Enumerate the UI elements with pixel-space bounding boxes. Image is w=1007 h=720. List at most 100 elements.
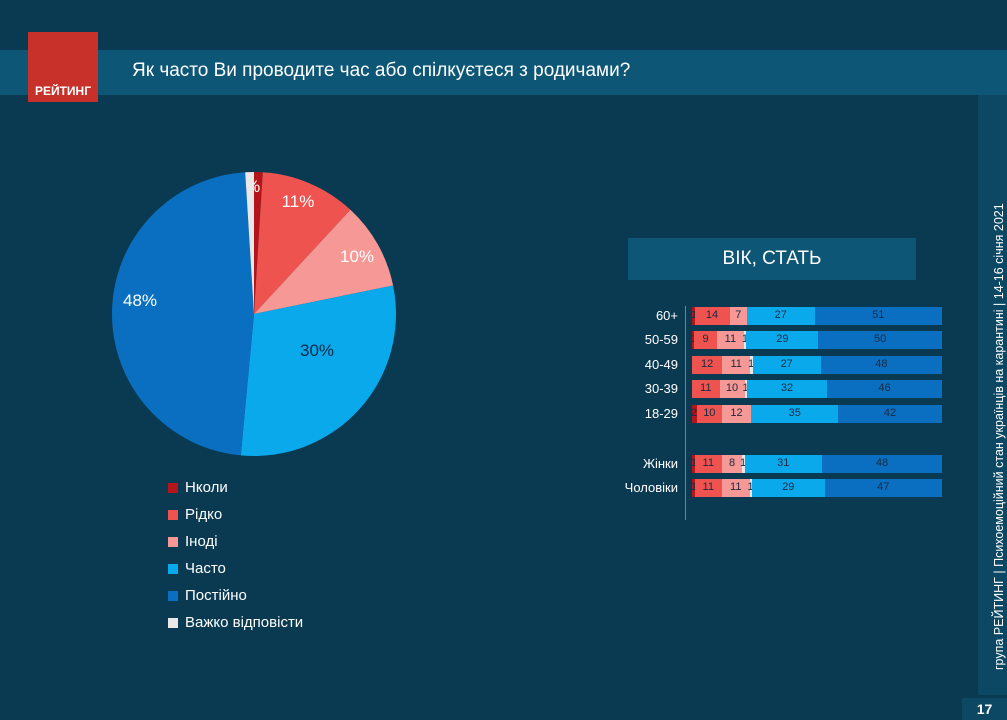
bar-value-label: 11 — [702, 481, 714, 493]
bar-value-label: 10 — [703, 407, 716, 419]
pie-slice — [254, 172, 263, 314]
legend-swatch — [168, 590, 178, 601]
bar-value-label: 11 — [730, 481, 742, 493]
bar-segment — [814, 307, 942, 325]
bar-value-label: 50 — [873, 333, 887, 345]
pie-label: 30% — [300, 341, 334, 360]
pie-label: 10% — [340, 247, 374, 266]
pie-slice — [240, 285, 396, 456]
legend-label: Нколи — [185, 479, 228, 496]
bar-value-label: 7 — [735, 309, 742, 321]
bar-category-label: 30-39 — [644, 381, 678, 396]
legend-item: Постійно — [168, 582, 303, 609]
pie-slice — [254, 172, 351, 314]
bar-value-label: 1 — [682, 309, 706, 321]
bar-category-label: Жінки — [642, 456, 678, 471]
logo-text: РЕЙТИНГ — [34, 84, 92, 98]
bar-segment — [747, 307, 815, 325]
bar-segment — [721, 405, 752, 423]
legend-swatch — [168, 482, 178, 493]
bar-value-label: 11 — [730, 358, 742, 370]
legend-label: Рідко — [185, 506, 223, 523]
legend-item: Важко відповісти — [168, 609, 303, 636]
pie-slice — [245, 172, 254, 314]
bar-value-label: 12 — [701, 358, 714, 370]
side-strip — [978, 95, 1007, 695]
bar-value-label: 31 — [777, 457, 790, 469]
bar-segment — [744, 455, 822, 473]
bar-segment — [747, 380, 827, 398]
bar-chart-title: ВІК, СТАТЬ — [628, 238, 916, 280]
legend-label: Часто — [185, 560, 226, 577]
bar-value-label: 51 — [872, 309, 885, 321]
bar-value-label: 2 — [690, 407, 698, 419]
bar-segment — [722, 356, 751, 374]
bar-segment — [692, 405, 697, 423]
legend-swatch — [168, 536, 178, 547]
bar-segment — [694, 307, 730, 325]
legend-item: Рідко — [168, 501, 303, 528]
bar-segment — [692, 331, 695, 349]
bar-segment — [750, 356, 753, 374]
pie-slice — [112, 172, 254, 456]
legend-label: Постійно — [185, 587, 247, 604]
bar-value-label: 1 — [682, 333, 706, 345]
bar-value-label: 1 — [748, 358, 755, 370]
bar-segment — [744, 380, 747, 398]
bar-segment — [692, 380, 720, 398]
bar-value-label: 1 — [682, 457, 706, 469]
bar-value-label: 35 — [788, 407, 801, 419]
bar-category-label: 40-49 — [644, 357, 678, 372]
bar-segment — [692, 307, 695, 325]
pie-label: 11% — [282, 192, 315, 211]
bar-segment — [694, 455, 722, 473]
bar-value-label: 46 — [878, 382, 891, 394]
legend-swatch — [168, 563, 178, 574]
bar-segment — [827, 380, 942, 398]
bar-segment — [746, 331, 819, 349]
legend-swatch — [168, 617, 178, 628]
bar-segment — [719, 380, 745, 398]
bar-segment — [838, 405, 942, 423]
bar-segment — [818, 331, 942, 349]
bar-segment — [722, 455, 742, 473]
pie-legend: Нколи Рідко Іноді Часто Постійно Важко відпов… — [168, 474, 303, 636]
bar-value-label: 11 — [702, 457, 714, 469]
bar-value-label: 1 — [747, 481, 754, 493]
bar-value-label: 32 — [780, 382, 794, 394]
bar-value-label: 29 — [782, 481, 795, 493]
bar-value-label: 10 — [725, 382, 739, 394]
bar-segment — [722, 479, 750, 497]
title-band — [0, 50, 1007, 95]
bar-category-label: 60+ — [655, 308, 678, 323]
bar-segment — [694, 331, 717, 349]
legend-swatch — [168, 509, 178, 520]
bar-value-label: 47 — [877, 481, 890, 493]
legend-item: Нколи — [168, 474, 303, 501]
bar-value-label: 1 — [741, 333, 749, 345]
pie-label: 48% — [123, 291, 157, 310]
bar-category-label: 50-59 — [644, 332, 678, 347]
bar-segment — [752, 479, 825, 497]
pie-slice — [254, 209, 394, 314]
bar-value-label: 11 — [700, 382, 712, 394]
legend-item: Іноді — [168, 528, 303, 555]
bar-segment — [751, 405, 839, 423]
bar-value-label: 9 — [702, 333, 709, 345]
bar-value-label: 1 — [742, 382, 749, 394]
bar-category-label: 18-29 — [644, 406, 678, 421]
bar-segment — [824, 479, 942, 497]
bar-value-label: 1 — [682, 481, 706, 493]
bar-value-label: 42 — [883, 407, 897, 419]
bar-segment — [822, 455, 942, 473]
bar-value-label: 29 — [776, 333, 789, 345]
bar-value-label: 27 — [774, 309, 787, 321]
bar-value-label: 48 — [875, 457, 889, 469]
bar-segment — [729, 307, 747, 325]
bar-value-label: 1 — [739, 457, 747, 469]
bar-axis — [685, 306, 686, 520]
legend-label: Іноді — [185, 533, 218, 550]
bar-segment — [692, 479, 695, 497]
logo: РЕЙТИНГ — [28, 32, 98, 102]
